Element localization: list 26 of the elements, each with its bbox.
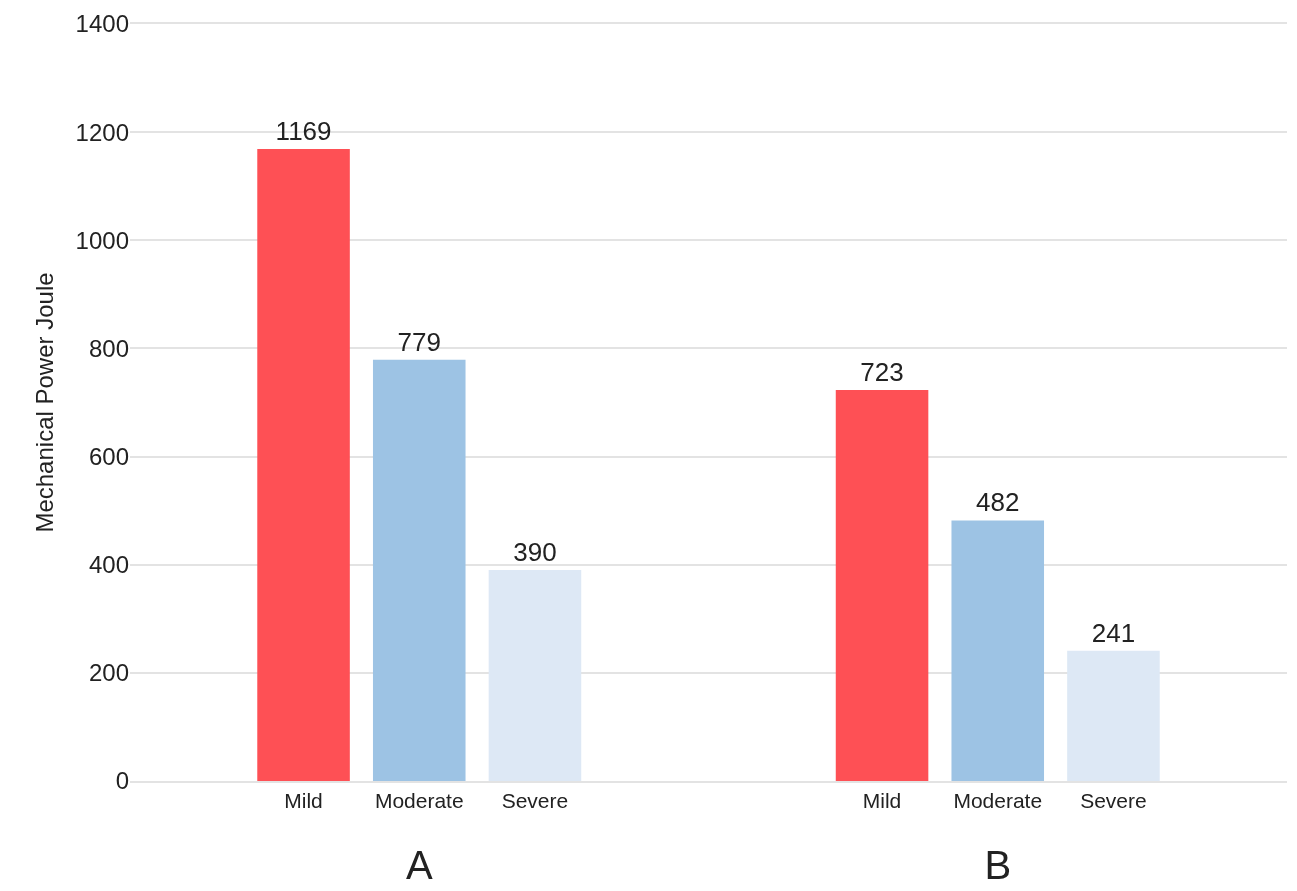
x-axis-title: B <box>984 843 1012 888</box>
x-tick-label: Severe <box>1080 789 1147 813</box>
x-tick-label: Moderate <box>953 789 1043 813</box>
data-label: 241 <box>1091 617 1136 648</box>
y-tick-label: 1200 <box>75 118 129 146</box>
x-tick-label: Mild <box>862 789 902 813</box>
y-tick-label: 1400 <box>75 10 129 38</box>
y-tick-label: 200 <box>88 659 129 687</box>
y-tick-label: 400 <box>88 551 129 579</box>
x-tick-label: Severe <box>501 789 569 813</box>
x-tick-label: Moderate <box>374 789 464 813</box>
data-label: 482 <box>976 487 1020 518</box>
data-label: 1169 <box>275 115 332 146</box>
x-axis-title: A <box>405 843 433 888</box>
y-tick-label: 0 <box>115 767 129 795</box>
y-tick-label: 600 <box>88 442 129 470</box>
x-tick-label: Mild <box>284 789 323 813</box>
y-axis-title: Mechanical Power Joule <box>30 272 58 533</box>
bar <box>488 570 582 781</box>
data-label: 390 <box>513 537 557 568</box>
data-label: 779 <box>397 326 441 357</box>
data-label: 723 <box>860 357 904 388</box>
y-tick-label: 1000 <box>75 226 129 254</box>
bar <box>372 359 466 781</box>
y-tick-label: 800 <box>88 334 129 362</box>
bar <box>257 148 350 781</box>
